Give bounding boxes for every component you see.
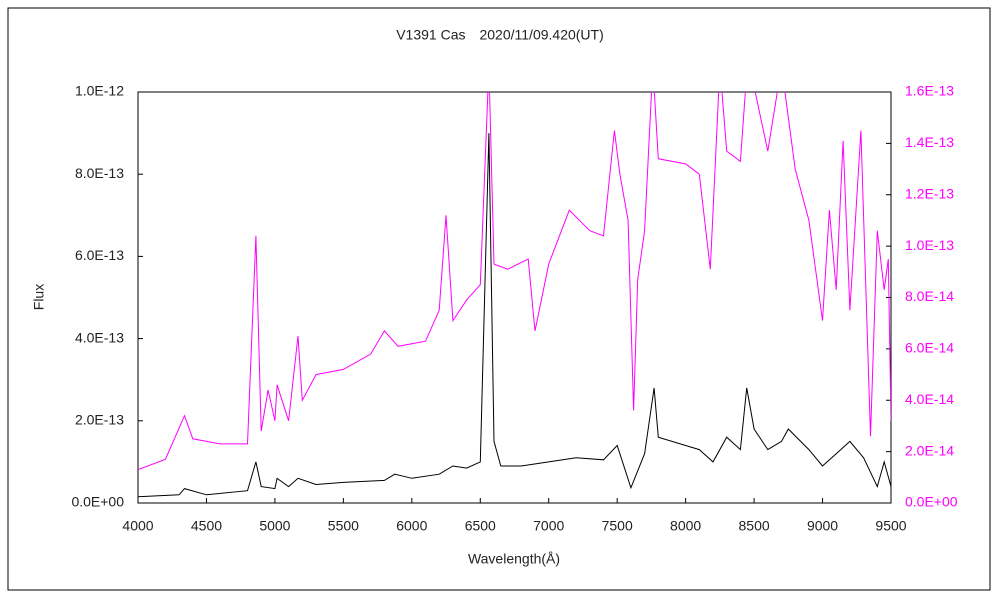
x-tick-label: 5000 [259, 518, 290, 534]
x-tick-label: 8000 [670, 518, 701, 534]
y-tick-label: 4.0E-13 [75, 329, 124, 345]
x-tick-label: 8500 [739, 518, 770, 534]
chart-frame [7, 7, 991, 591]
spectrum-line [138, 133, 891, 498]
x-tick-label: 7000 [533, 518, 564, 534]
x-axis-label: Wavelength(Å) [468, 551, 560, 567]
chart-title: V1391 Cas 2020/11/09.420(UT) [396, 27, 604, 43]
y2-tick-label: 4.0E-14 [905, 391, 954, 407]
x-tick-label: 7500 [602, 518, 633, 534]
y2-tick-label: 8.0E-14 [905, 288, 954, 304]
y-tick-label: 2.0E-13 [75, 412, 124, 428]
x-tick-label: 9000 [807, 518, 838, 534]
x-tick-label: 4000 [122, 518, 153, 534]
x-tick-label: 5500 [328, 518, 359, 534]
y-tick-label: 6.0E-13 [75, 247, 124, 263]
y2-tick-label: 1.6E-13 [905, 83, 954, 99]
spectrum-line [138, 92, 891, 471]
y2-tick-label: 0.0E+00 [905, 494, 958, 510]
y2-tick-label: 1.2E-13 [905, 185, 954, 201]
y2-tick-label: 1.4E-13 [905, 134, 954, 150]
x-tick-label: 9500 [875, 518, 906, 534]
y-axis-label: Flux [31, 284, 47, 310]
x-tick-label: 6500 [465, 518, 496, 534]
x-tick-label: 6000 [396, 518, 427, 534]
y2-tick-label: 6.0E-14 [905, 340, 954, 356]
y-tick-label: 0.0E+00 [71, 494, 124, 510]
y-tick-label: 1.0E-12 [75, 83, 124, 99]
y2-tick-label: 2.0E-14 [905, 442, 954, 458]
y-tick-label: 8.0E-13 [75, 165, 124, 181]
y2-tick-label: 1.0E-13 [905, 237, 954, 253]
x-tick-label: 4500 [191, 518, 222, 534]
